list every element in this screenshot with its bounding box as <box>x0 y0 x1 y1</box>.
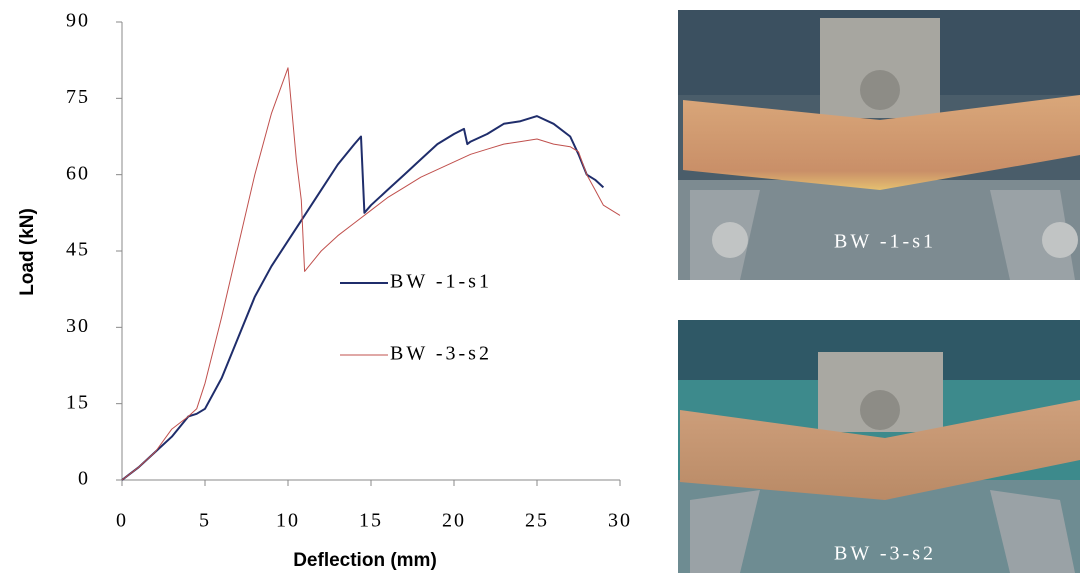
x-tick-label: 10 <box>276 510 300 532</box>
photo-1: BW -1-s1 <box>678 10 1080 280</box>
y-axis-title: Load (kN) <box>17 208 38 296</box>
x-tick-label: 15 <box>359 510 383 532</box>
x-tick-label: 5 <box>199 510 211 532</box>
y-tick-label: 75 <box>66 86 90 108</box>
figure: BW -1-s1 BW -3-s2 Deflection (mm) Load (… <box>0 0 1086 573</box>
x-tick-label: 25 <box>525 510 549 532</box>
x-tick-label: 0 <box>116 510 128 532</box>
y-tick-label: 45 <box>66 239 90 261</box>
y-tick-label: 60 <box>66 162 90 184</box>
y-tick-label: 30 <box>66 315 90 337</box>
x-tick-label: 30 <box>608 510 632 532</box>
x-axis-title: Deflection (mm) <box>293 550 437 571</box>
y-tick-label: 90 <box>66 10 90 32</box>
photo-2: BW -3-s2 <box>678 320 1080 573</box>
legend-label: BW -1-s1 <box>390 271 492 293</box>
photo-caption: BW -1-s1 <box>834 231 936 253</box>
x-tick-label: 20 <box>442 510 466 532</box>
photo-caption: BW -3-s2 <box>834 543 936 565</box>
y-tick-label: 0 <box>78 468 90 490</box>
y-tick-label: 15 <box>66 391 90 413</box>
legend-label: BW -3-s2 <box>390 343 492 365</box>
series-line <box>122 68 620 480</box>
series-line <box>122 116 603 480</box>
